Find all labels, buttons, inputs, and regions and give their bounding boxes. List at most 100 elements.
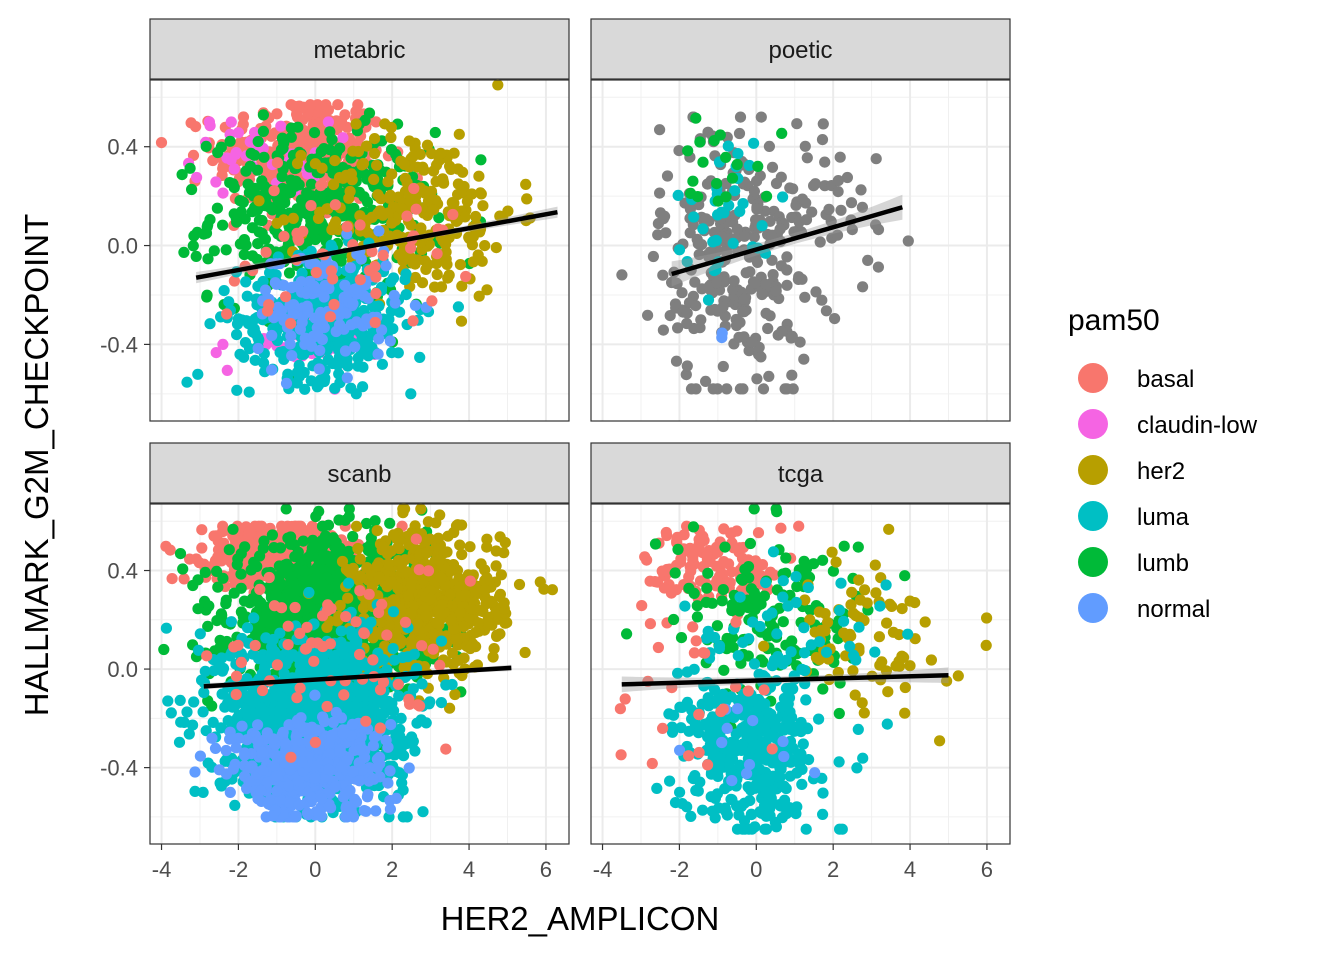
point-basal — [324, 311, 336, 323]
point-normal — [372, 348, 384, 360]
point-luma — [401, 811, 413, 823]
point-basal — [325, 265, 337, 277]
point-her2 — [519, 646, 531, 659]
point-lumb — [308, 127, 321, 139]
point-lumb — [385, 144, 398, 156]
point-claudin-low — [275, 120, 287, 132]
point-lumb — [223, 544, 235, 556]
point-her2 — [393, 543, 405, 555]
point-basal — [341, 221, 353, 233]
point-her2 — [321, 621, 333, 634]
point-luma — [181, 376, 193, 388]
point-luma — [777, 191, 789, 203]
point-her2 — [488, 643, 500, 655]
point-her2 — [403, 135, 415, 147]
point-luma — [183, 728, 195, 740]
point-NA — [796, 193, 809, 205]
point-her2 — [485, 596, 498, 609]
point-lumb — [217, 572, 229, 584]
point-her2 — [442, 272, 454, 284]
point-lumb — [199, 566, 211, 579]
point-lumb — [220, 594, 232, 606]
point-her2 — [451, 633, 464, 646]
strip-label: poetic — [768, 37, 832, 64]
point-claudin-low — [210, 347, 222, 359]
point-her2 — [377, 209, 389, 221]
point-basal — [271, 108, 283, 120]
point-lumb — [178, 246, 190, 258]
point-normal — [314, 344, 326, 357]
point-her2 — [431, 617, 443, 629]
point-NA — [690, 300, 702, 312]
point-NA — [799, 291, 811, 303]
point-lumb — [761, 190, 773, 202]
point-luma — [218, 285, 230, 297]
point-basal — [328, 298, 340, 311]
point-her2 — [431, 268, 443, 281]
point-her2 — [449, 688, 461, 701]
point-basal — [207, 154, 219, 167]
point-her2 — [415, 503, 427, 515]
point-luma — [397, 651, 409, 664]
point-basal — [260, 246, 272, 258]
point-normal — [373, 333, 385, 345]
point-her2 — [491, 630, 503, 643]
point-NA — [845, 197, 858, 209]
point-normal — [286, 350, 298, 362]
point-NA — [734, 316, 746, 328]
point-NA — [902, 235, 914, 247]
point-claudin-low — [217, 187, 229, 199]
point-NA — [749, 277, 761, 289]
point-lumb — [301, 187, 313, 199]
point-normal — [380, 260, 392, 272]
point-luma — [335, 636, 347, 648]
point-lumb — [268, 542, 280, 554]
point-NA — [823, 203, 835, 215]
point-her2 — [437, 235, 449, 247]
point-lumb — [318, 143, 330, 155]
point-claudin-low — [204, 120, 216, 132]
point-NA — [657, 269, 669, 281]
point-her2 — [352, 542, 364, 555]
point-claudin-low — [249, 126, 261, 139]
point-lumb — [238, 249, 250, 261]
point-NA — [857, 281, 869, 293]
point-lumb — [264, 201, 276, 213]
point-her2 — [393, 249, 405, 261]
point-her2 — [405, 606, 417, 619]
point-luma — [241, 290, 253, 302]
point-lumb — [347, 530, 359, 543]
point-NA — [834, 151, 846, 163]
point-NA — [798, 353, 810, 365]
point-normal — [312, 329, 324, 341]
point-lumb — [211, 202, 223, 214]
point-her2 — [457, 166, 469, 178]
point-lumb — [324, 126, 336, 138]
point-basal — [285, 318, 297, 330]
point-basal — [354, 219, 366, 231]
point-lumb — [433, 212, 445, 224]
point-her2 — [472, 617, 484, 629]
point-her2 — [466, 188, 478, 200]
point-lumb — [276, 171, 288, 183]
point-NA — [738, 306, 750, 318]
point-NA — [796, 273, 808, 285]
point-normal — [347, 298, 359, 310]
point-lumb — [184, 162, 196, 174]
point-basal — [306, 520, 318, 532]
point-her2 — [498, 597, 510, 609]
point-NA — [816, 294, 828, 306]
point-lumb — [201, 291, 213, 303]
plot-area — [591, 80, 1010, 421]
point-NA — [755, 111, 767, 123]
point-normal — [301, 300, 313, 312]
point-lumb — [211, 615, 223, 627]
point-her2 — [428, 204, 440, 216]
point-lumb — [475, 154, 487, 166]
point-her2 — [337, 172, 349, 184]
point-her2 — [342, 592, 354, 604]
point-lumb — [697, 156, 709, 168]
point-her2 — [470, 210, 482, 223]
point-lumb — [326, 189, 338, 201]
point-normal — [252, 342, 264, 355]
